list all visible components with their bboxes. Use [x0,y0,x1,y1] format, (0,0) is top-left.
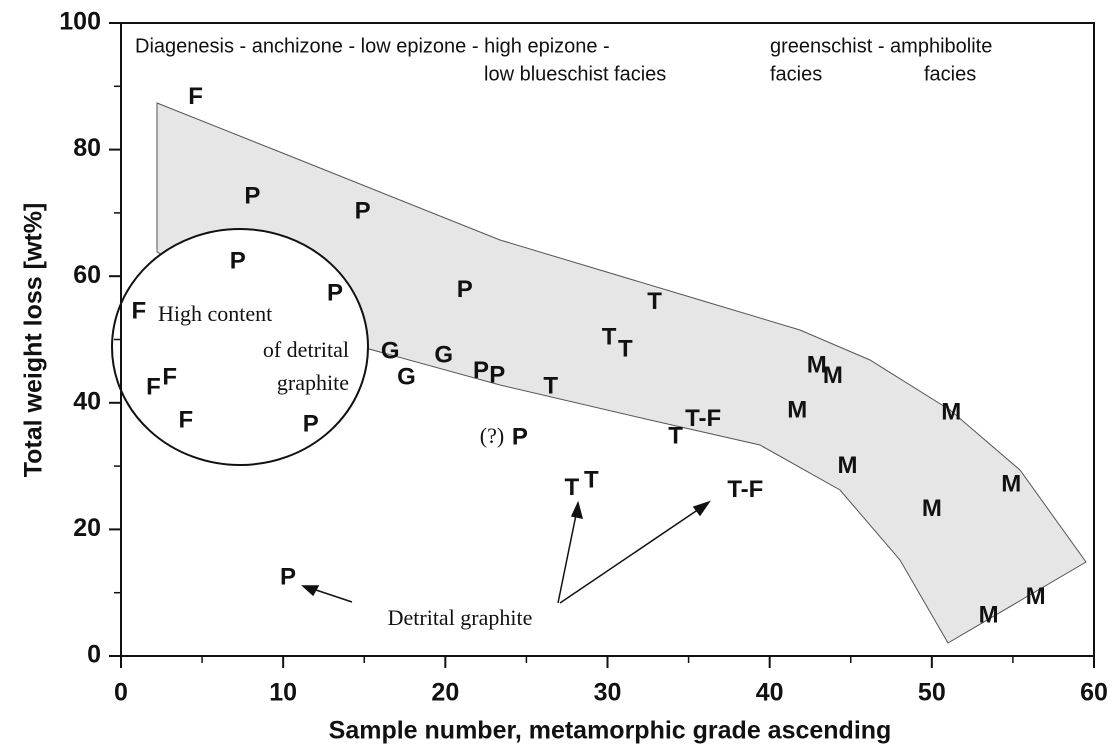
point-marker: G [397,363,416,390]
point-marker: F [132,298,147,325]
point-marker: T [564,474,579,501]
x-tick-label: 10 [269,679,297,707]
annotation: graphite [277,370,349,395]
point-marker: M [787,396,807,423]
point-marker: M [1026,583,1046,610]
x-tick-label: 0 [114,679,128,707]
annotation: greenschist - amphibolite [770,35,992,57]
point-marker: T [543,372,558,399]
y-axis-label: Total weight loss [wt%] [20,203,48,478]
point-marker: T [584,467,599,494]
point-marker: P [355,198,371,225]
annotation: Diagenesis - anchizone - low epizone - h… [135,35,610,57]
annotation: facies [924,63,976,85]
facies-band [156,102,1087,644]
annotation: of detrital [263,337,349,362]
point-marker: T-F [727,476,763,503]
point-marker: P [230,248,246,275]
point-marker: F [146,374,161,401]
x-tick-label: 30 [594,679,622,707]
annotation: Detrital graphite [388,605,533,630]
annotation: facies [770,63,822,85]
y-tick-label: 60 [73,261,101,289]
point-marker: P [303,410,319,437]
point-marker: F [188,83,203,110]
point-marker: P [457,276,473,303]
annotation: High content [158,301,272,326]
point-marker: P [489,362,505,389]
point-marker: P [473,357,489,384]
point-marker: P [244,182,260,209]
point-marker: F [179,407,194,434]
x-tick-label: 40 [756,679,784,707]
point-marker: G [381,338,400,365]
point-marker: M [823,362,843,389]
point-marker: P [512,424,528,451]
point-marker: G [434,341,453,368]
point-marker: M [922,495,942,522]
point-marker: M [1001,470,1021,497]
point-marker: T [647,288,662,315]
point-marker: M [941,398,961,425]
x-tick-label: 60 [1080,679,1108,707]
point-marker: M [979,601,999,628]
annotation: (?) [480,423,504,448]
y-tick-label: 40 [73,387,101,415]
y-tick-label: 80 [73,134,101,162]
point-marker: T [602,324,617,351]
point-marker: T [618,336,633,363]
y-tick-label: 100 [59,8,101,36]
arrows [301,500,711,604]
point-marker: T-F [685,405,721,432]
point-marker: P [327,279,343,306]
x-axis-label: Sample number, metamorphic grade ascendi… [329,717,892,745]
y-tick-label: 20 [73,514,101,542]
graphite-circle [111,228,369,466]
point-marker: M [807,351,827,378]
point-marker: P [280,563,296,590]
x-tick-label: 50 [918,679,946,707]
point-marker: M [838,452,858,479]
point-marker: F [162,363,177,390]
x-tick-label: 20 [431,679,459,707]
point-marker: T [668,422,683,449]
y-tick-label: 0 [87,641,101,669]
annotation: low blueschist facies [484,63,666,85]
